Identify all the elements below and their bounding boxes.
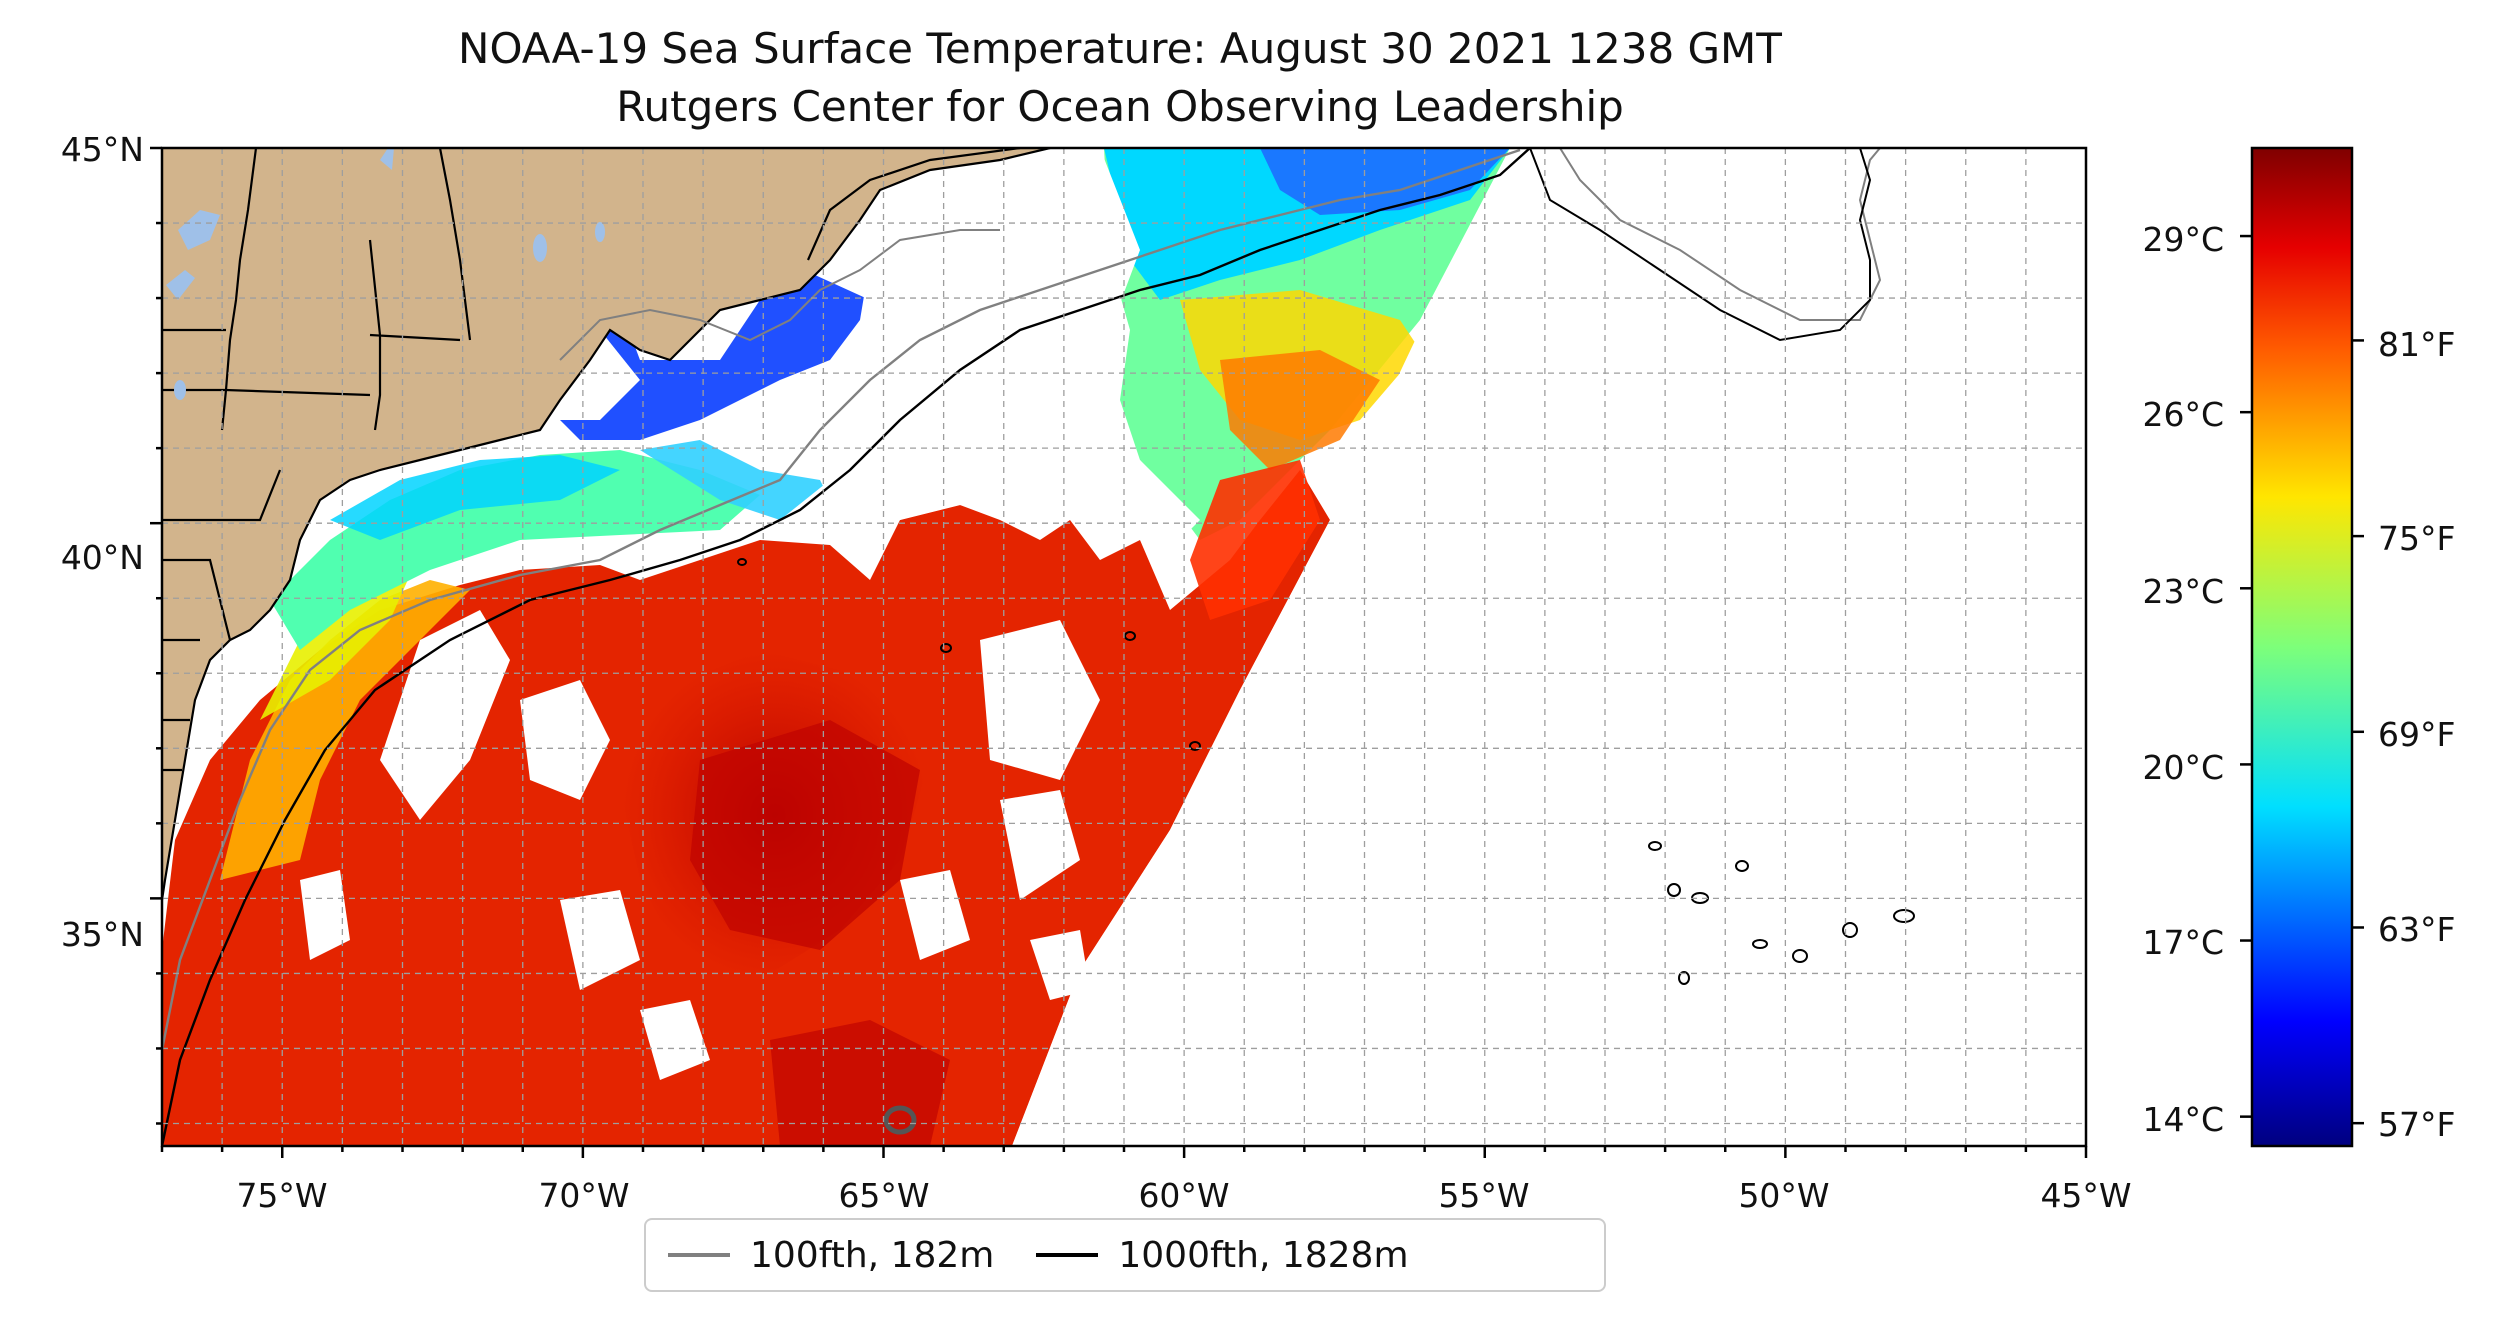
legend-label-100fth: 100fth, 182m	[750, 1234, 995, 1276]
nova-scotia-coast	[806, 148, 1021, 261]
sst-data-field	[162, 148, 2086, 1146]
isobath-100fth-gulf	[559, 229, 1000, 361]
legend-swatch-100fth	[668, 1253, 730, 1257]
colorbar-fahrenheit-63: 63°F	[2378, 910, 2455, 949]
colorbar-fahrenheit-57: 57°F	[2378, 1105, 2455, 1144]
map-title: NOAA-19 Sea Surface Temperature: August …	[458, 24, 1782, 73]
isobath-1000fth	[162, 148, 1531, 1146]
colorbar-fahrenheit-81: 81°F	[2378, 325, 2455, 364]
legend-item-1000fth: 1000fth, 1828m	[1036, 1234, 1409, 1276]
lon-tick-label-45w: 45°W	[2040, 1176, 2131, 1215]
grand-banks-100fth	[1559, 148, 1882, 321]
grand-banks-1000fth	[1529, 148, 1872, 342]
colorbar-celsius-23: 23°C	[2142, 572, 2224, 611]
lon-tick-label-60w: 60°W	[1138, 1176, 1229, 1215]
lon-tick-label-55w: 55°W	[1438, 1176, 1529, 1215]
legend-label-1000fth: 1000fth, 1828m	[1118, 1234, 1409, 1276]
legend-item-100fth: 100fth, 182m	[668, 1235, 994, 1276]
coastline	[162, 148, 1051, 901]
lat-tick-label-45: 45°N	[61, 130, 144, 169]
colorbar-celsius-17: 17°C	[2142, 923, 2224, 962]
colorbar-celsius-29: 29°C	[2142, 220, 2224, 259]
colorbar-celsius-26: 26°C	[2142, 395, 2224, 434]
lon-tick-label-75w: 75°W	[236, 1176, 327, 1215]
lon-tick-label-50w: 50°W	[1738, 1176, 1829, 1215]
colorbar-fahrenheit-75: 75°F	[2378, 519, 2455, 558]
legend: 100fth, 182m 1000fth, 1828m	[644, 1218, 1606, 1292]
gridlines	[162, 148, 2086, 1146]
colorbar	[2250, 146, 2354, 1148]
lon-tick-label-65w: 65°W	[838, 1176, 929, 1215]
inland-water	[166, 148, 605, 400]
map-subtitle: Rutgers Center for Ocean Observing Leade…	[616, 82, 1624, 131]
lat-tick-label-35: 35°N	[61, 915, 144, 954]
legend-swatch-1000fth	[1036, 1253, 1099, 1257]
colorbar-celsius-14: 14°C	[2142, 1100, 2224, 1139]
colorbar-celsius-20: 20°C	[2142, 748, 2224, 787]
lon-tick-label-70w: 70°W	[538, 1176, 629, 1215]
colorbar-ticks	[2240, 234, 2364, 1125]
lat-tick-label-40: 40°N	[61, 538, 144, 577]
colorbar-fahrenheit-69: 69°F	[2378, 715, 2455, 754]
axis-ticks	[150, 146, 2088, 1158]
isobath-100fth	[162, 148, 1521, 1051]
